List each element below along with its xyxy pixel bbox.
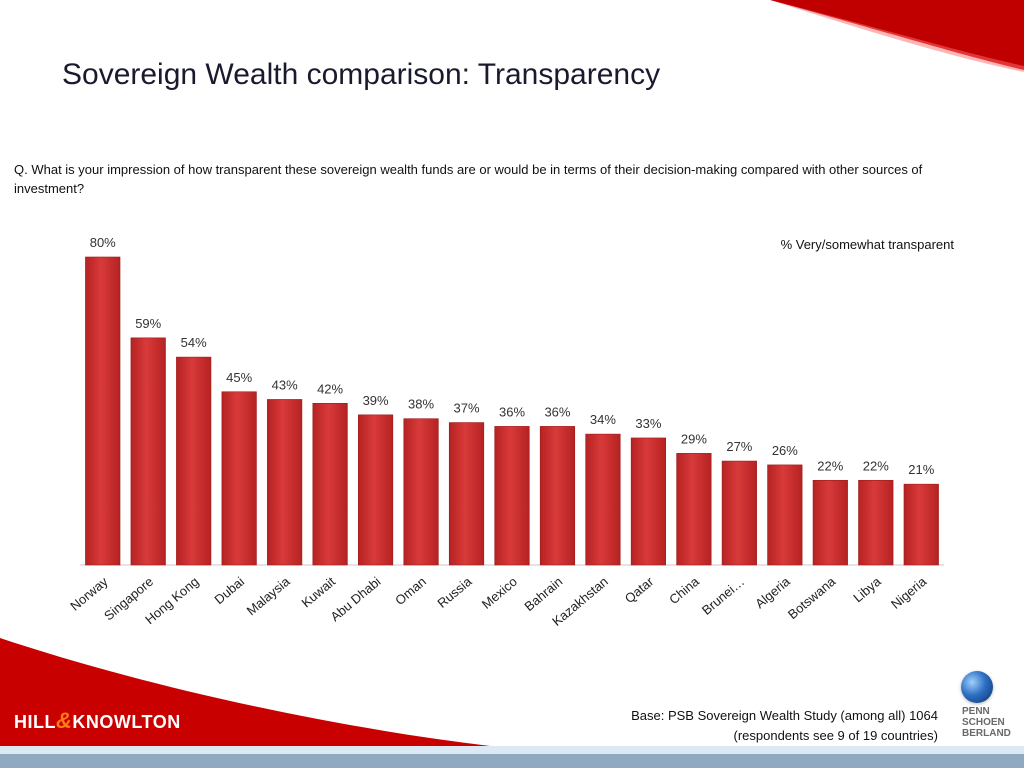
bar-brunei- <box>721 460 757 566</box>
psb-logo: PENN SCHOEN BERLAND <box>962 706 1011 739</box>
data-label: 36% <box>544 404 570 419</box>
footer-bar-bottom <box>0 754 1024 768</box>
category-label: Qatar <box>622 573 657 606</box>
page-title: Sovereign Wealth comparison: Transparenc… <box>62 58 661 91</box>
header-swoosh <box>770 0 1024 72</box>
data-label: 33% <box>635 416 661 431</box>
category-label: Abu Dhabi <box>327 574 383 625</box>
data-label: 54% <box>181 335 207 350</box>
data-label: 37% <box>454 401 480 416</box>
category-label: Dubai <box>211 574 247 607</box>
footer-swoosh <box>0 638 1024 768</box>
bar-norway <box>85 256 121 566</box>
data-label: 39% <box>363 393 389 408</box>
data-label: 36% <box>499 404 525 419</box>
data-label: 43% <box>272 377 298 392</box>
data-label: 29% <box>681 431 707 446</box>
category-label: Botswana <box>785 573 839 622</box>
category-label: Libya <box>850 573 884 605</box>
data-label: 38% <box>408 397 434 412</box>
category-label: Nigeria <box>888 573 930 611</box>
bar-botswana <box>812 480 848 566</box>
data-label: 22% <box>863 458 889 473</box>
bar-mexico <box>494 426 530 566</box>
data-label: 42% <box>317 381 343 396</box>
bar-china <box>676 453 712 566</box>
category-label: Oman <box>392 574 429 608</box>
measure-note: % Very/somewhat transparent <box>780 237 954 252</box>
data-label: 27% <box>726 439 752 454</box>
hill-knowlton-logo: HILL&KNOWLTON <box>14 708 181 733</box>
bar-qatar <box>630 437 667 566</box>
data-label: 80% <box>90 235 116 250</box>
category-label: Russia <box>434 573 475 611</box>
swoosh-highlight <box>770 0 1024 72</box>
category-label: Mexico <box>479 574 520 612</box>
data-label: 21% <box>908 462 934 477</box>
data-label: 45% <box>226 370 252 385</box>
bar-nigeria <box>903 483 939 566</box>
bar-abu-dhabi <box>357 414 394 566</box>
category-label: Kuwait <box>298 574 338 611</box>
bar-malaysia <box>267 399 303 566</box>
base-note: Base: PSB Sovereign Wealth Study (among … <box>631 708 938 743</box>
bar-algeria <box>767 464 803 566</box>
bar-russia <box>448 422 485 566</box>
data-label: 22% <box>817 458 843 473</box>
category-label: Bahrain <box>521 574 565 614</box>
footer-bar <box>0 746 1024 754</box>
category-label: Norway <box>67 573 111 613</box>
bar-dubai <box>221 391 257 566</box>
survey-question: Q. What is your impression of how transp… <box>14 162 923 196</box>
footer-red-band <box>0 638 490 746</box>
data-label: 26% <box>772 443 798 458</box>
bar-hong-kong <box>176 356 212 566</box>
bar-singapore <box>130 337 166 566</box>
bar-kuwait <box>312 403 348 566</box>
category-label: China <box>666 573 702 607</box>
bar-libya <box>858 480 894 566</box>
category-label: Algeria <box>752 573 793 611</box>
category-label: Malaysia <box>244 573 294 618</box>
data-label: 59% <box>135 316 161 331</box>
data-label: 34% <box>590 412 616 427</box>
globe-icon <box>961 671 993 703</box>
category-label: Brunei… <box>699 574 747 618</box>
bar-bahrain <box>539 426 576 566</box>
bar-oman <box>403 418 439 566</box>
bar-kazakhstan <box>585 433 621 566</box>
